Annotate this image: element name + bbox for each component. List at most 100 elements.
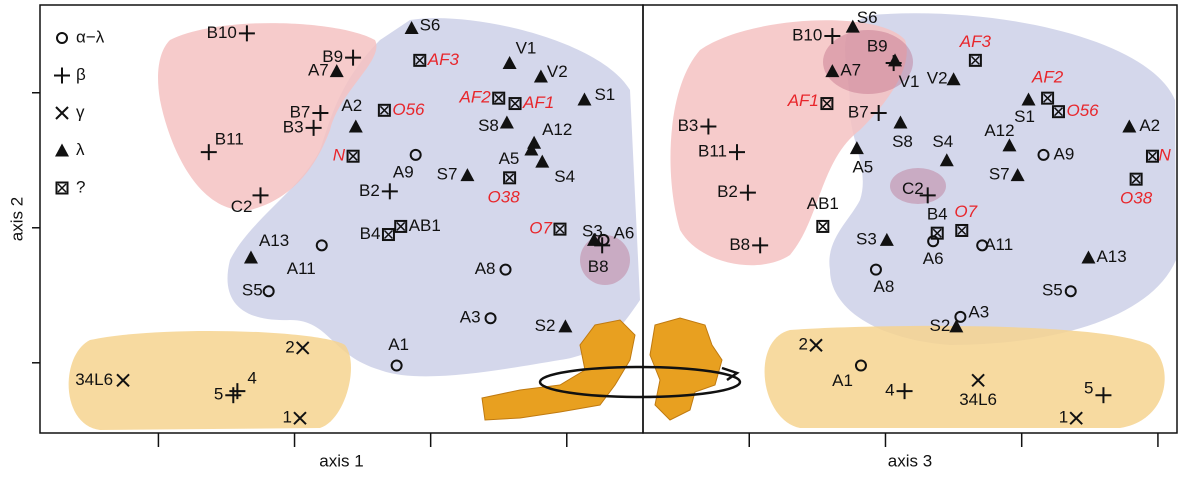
point bbox=[381, 228, 395, 242]
marker-circle bbox=[1037, 148, 1050, 161]
y-axis-label: axis 2 bbox=[7, 197, 26, 241]
point bbox=[949, 319, 964, 333]
point-label: B10 bbox=[792, 26, 822, 45]
point-label: A7 bbox=[840, 61, 861, 80]
marker-box bbox=[492, 91, 506, 105]
point bbox=[976, 239, 989, 252]
point-label: 4 bbox=[247, 369, 256, 388]
point bbox=[854, 359, 867, 372]
point bbox=[346, 149, 360, 163]
point-label: C2 bbox=[231, 197, 253, 216]
legend-label: γ bbox=[76, 102, 85, 121]
point bbox=[1145, 149, 1159, 163]
point-label: N bbox=[1158, 146, 1171, 165]
marker-triangle bbox=[533, 69, 548, 83]
point-label: O38 bbox=[1120, 189, 1153, 208]
point bbox=[577, 92, 592, 106]
marker-circle bbox=[262, 285, 275, 298]
marker-box bbox=[503, 171, 517, 185]
arrow-head bbox=[721, 366, 740, 382]
point-label: A6 bbox=[923, 249, 944, 268]
marker-box bbox=[346, 149, 360, 163]
marker-cross bbox=[505, 173, 515, 183]
point bbox=[1002, 138, 1017, 152]
legend-label: ? bbox=[76, 177, 85, 196]
point-label: S7 bbox=[989, 165, 1010, 184]
rotation-arrow bbox=[538, 365, 742, 399]
point-label: A13 bbox=[259, 231, 289, 250]
marker-cross bbox=[970, 55, 980, 65]
point-label: S2 bbox=[930, 316, 951, 335]
marker-box bbox=[413, 53, 427, 67]
marker-circle bbox=[409, 148, 422, 161]
point bbox=[879, 232, 894, 246]
marker-cross bbox=[293, 411, 307, 425]
point bbox=[558, 319, 573, 333]
point bbox=[1021, 92, 1036, 106]
region-blue bbox=[227, 18, 640, 377]
point bbox=[503, 171, 517, 185]
marker-triangle bbox=[55, 143, 69, 157]
marker-triangle bbox=[1081, 250, 1096, 264]
point bbox=[484, 312, 497, 325]
point-label: O7 bbox=[529, 219, 552, 238]
x-axis-label: axis 3 bbox=[888, 451, 932, 470]
point bbox=[252, 187, 269, 204]
point-label: O56 bbox=[392, 100, 425, 119]
point bbox=[809, 338, 823, 352]
point-label: A13 bbox=[1096, 247, 1126, 266]
marker-box bbox=[553, 222, 567, 236]
point bbox=[930, 226, 944, 240]
point bbox=[1010, 168, 1025, 182]
marker-triangle bbox=[1002, 138, 1017, 152]
point bbox=[502, 56, 517, 70]
region-dark bbox=[823, 30, 913, 94]
marker-triangle bbox=[1021, 92, 1036, 106]
region-pink bbox=[670, 20, 907, 266]
legend-label: α−λ bbox=[76, 27, 105, 46]
point bbox=[499, 115, 514, 129]
point-label: 5 bbox=[214, 385, 223, 404]
point-label: A8 bbox=[475, 259, 496, 278]
point-label: A6 bbox=[614, 223, 635, 242]
point-label: A2 bbox=[1139, 116, 1160, 135]
point-label: AB1 bbox=[409, 216, 441, 235]
marker-cross bbox=[1069, 411, 1083, 425]
marker-box bbox=[1041, 91, 1055, 105]
point-label: B8 bbox=[588, 257, 609, 276]
point bbox=[939, 153, 954, 167]
point bbox=[553, 222, 567, 236]
point-label: A1 bbox=[388, 335, 409, 354]
point bbox=[533, 69, 548, 83]
frame-right bbox=[642, 4, 1178, 434]
point-label: V2 bbox=[547, 62, 568, 81]
marker-cross bbox=[971, 373, 985, 388]
point bbox=[700, 118, 717, 135]
marker-box bbox=[955, 223, 969, 237]
marker-triangle bbox=[524, 142, 539, 156]
marker-circle bbox=[56, 32, 68, 44]
point-label: A9 bbox=[1054, 144, 1075, 163]
point bbox=[305, 119, 322, 136]
point bbox=[586, 232, 601, 246]
point-label: B4 bbox=[360, 224, 381, 243]
point bbox=[1095, 387, 1112, 404]
point bbox=[200, 144, 217, 161]
marker-cross bbox=[932, 228, 942, 238]
marker-circle bbox=[869, 263, 882, 276]
marker-triangle bbox=[1010, 168, 1025, 182]
marker-cross bbox=[510, 99, 520, 109]
point-label: A1 bbox=[832, 371, 853, 390]
point-label: A12 bbox=[542, 120, 572, 139]
point bbox=[345, 49, 362, 66]
point-label: A8 bbox=[874, 277, 895, 296]
point bbox=[390, 359, 403, 372]
point-label: S5 bbox=[242, 281, 263, 300]
point bbox=[381, 183, 398, 200]
point-label: A7 bbox=[308, 61, 329, 80]
point-label: V1 bbox=[899, 72, 920, 91]
point-label: B9 bbox=[867, 37, 888, 56]
marker-circle bbox=[854, 359, 867, 372]
point bbox=[820, 97, 834, 111]
